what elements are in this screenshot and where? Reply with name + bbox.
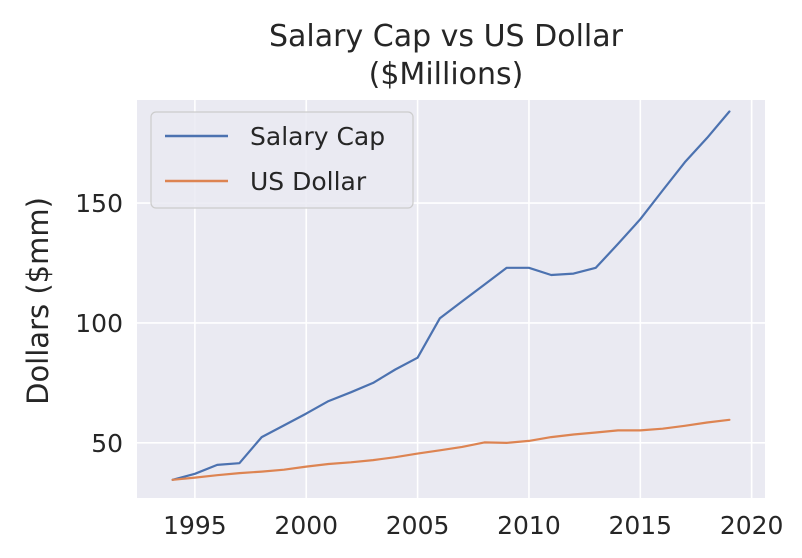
x-tick-labels: 1995 2000 2005 2010 2015 2020 — [163, 511, 783, 540]
y-axis-label: Dollars ($mm) — [21, 197, 55, 405]
y-tick-label: 150 — [75, 189, 123, 218]
series-lines — [171, 110, 731, 481]
chart-title-line-2: ($Millions) — [369, 57, 524, 92]
legend-label-1: US Dollar — [250, 167, 367, 196]
y-tick-labels: 50 100 150 — [75, 189, 123, 458]
y-tick-label: 100 — [75, 309, 123, 338]
legend-label-0: Salary Cap — [250, 122, 385, 151]
legend: Salary Cap US Dollar — [150, 111, 414, 209]
x-tick-label: 1995 — [163, 511, 227, 540]
x-tick-label: 2005 — [386, 511, 450, 540]
x-tick-label: 2000 — [274, 511, 338, 540]
y-tick-label: 50 — [91, 429, 123, 458]
x-tick-label: 2010 — [497, 511, 561, 540]
x-tick-label: 2015 — [608, 511, 672, 540]
chart-title-line-1: Salary Cap vs US Dollar — [269, 19, 624, 54]
series-line-0 — [171, 110, 731, 481]
x-tick-label: 2020 — [720, 511, 784, 540]
series-line-1 — [171, 418, 731, 481]
